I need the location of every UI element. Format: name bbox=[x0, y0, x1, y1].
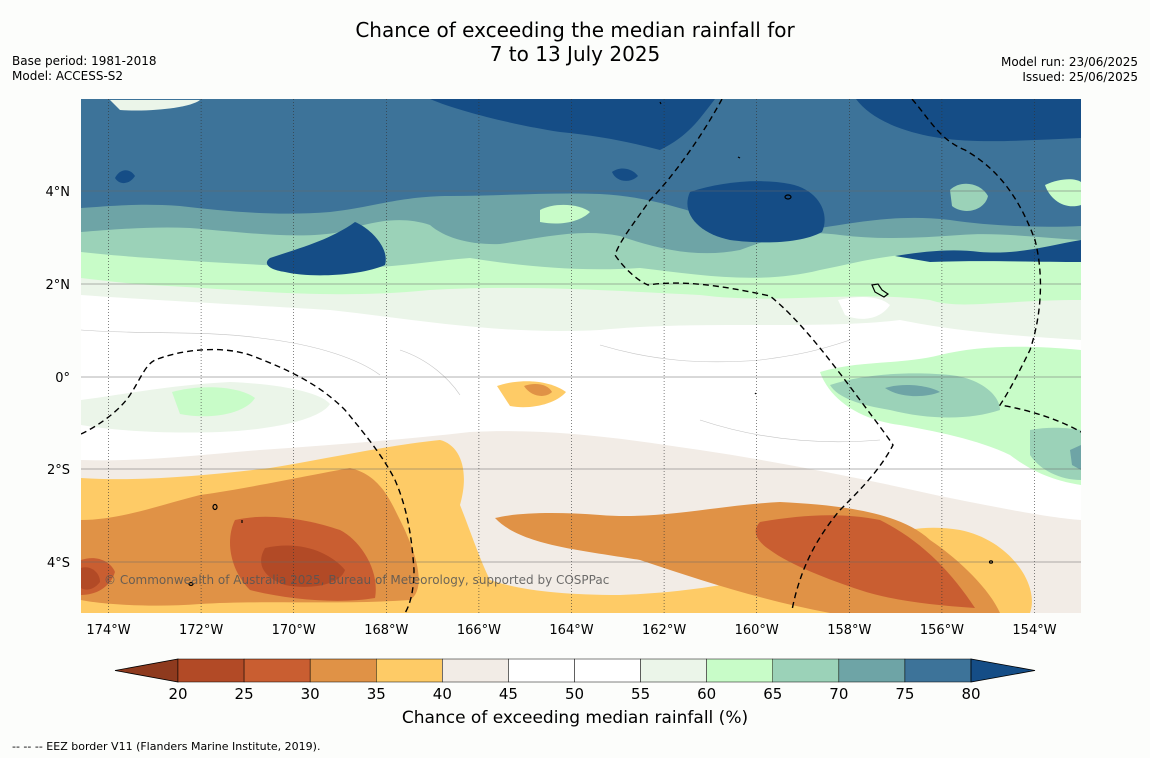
colorbar-bin bbox=[442, 658, 509, 683]
longitude-label: 162°W bbox=[642, 623, 686, 638]
colorbar-bin bbox=[574, 658, 641, 683]
longitude-label: 154°W bbox=[1012, 623, 1056, 638]
latitude-labels: 4°N 2°N 0° 2°S 4°S bbox=[46, 185, 71, 571]
longitude-labels: 174°W 172°W 170°W 168°W 166°W 164°W 162°W 160°W… bbox=[86, 623, 1056, 638]
longitude-label: 172°W bbox=[179, 623, 223, 638]
title-line-1: Chance of exceeding the median rainfall … bbox=[355, 18, 795, 42]
colorbar bbox=[114, 658, 1036, 683]
colorbar-over-triangle bbox=[970, 658, 1036, 683]
longitude-label: 166°W bbox=[457, 623, 501, 638]
colorbar-bin bbox=[177, 658, 245, 683]
issued-date: Issued: 25/06/2025 bbox=[1022, 70, 1138, 84]
latitude-label: 2°S bbox=[47, 463, 70, 478]
longitude-label: 164°W bbox=[549, 623, 593, 638]
map-title: Chance of exceeding the median rainfall … bbox=[0, 18, 1150, 66]
colorbar-bin bbox=[640, 658, 707, 683]
colorbar-tick-label: 25 bbox=[235, 685, 254, 703]
colorbar-bin bbox=[243, 658, 311, 683]
model-run: Model run: 23/06/2025 bbox=[1000, 55, 1138, 69]
base-period: Base period: 1981-2018 bbox=[12, 54, 157, 68]
island-outlines bbox=[188, 101, 994, 587]
meta-right: Model run: 23/06/2025 Issued: 25/06/2025 bbox=[1001, 55, 1138, 85]
latitude-label: 0° bbox=[55, 371, 70, 386]
longitude-label: 156°W bbox=[920, 623, 964, 638]
colorbar-tick-label: 75 bbox=[895, 685, 914, 703]
forecast-field: © Commonwealth of Australia 2025, Bureau… bbox=[81, 99, 1081, 613]
longitude-label: 158°W bbox=[827, 623, 871, 638]
title-line-2: 7 to 13 July 2025 bbox=[489, 42, 661, 66]
longitude-label: 168°W bbox=[364, 623, 408, 638]
longitude-label: 170°W bbox=[272, 623, 316, 638]
colorbar-tick-label: 80 bbox=[961, 685, 980, 703]
longitude-label: 160°W bbox=[735, 623, 779, 638]
meta-left: Base period: 1981-2018 Model: ACCESS-S2 bbox=[12, 54, 157, 84]
colorbar-tick-label: 30 bbox=[301, 685, 320, 703]
colorbar-bin bbox=[309, 658, 377, 683]
colorbar-tick-label: 50 bbox=[565, 685, 584, 703]
model-name: Model: ACCESS-S2 bbox=[12, 69, 124, 83]
colorbar-tick-label: 35 bbox=[367, 685, 386, 703]
latitude-label: 2°N bbox=[46, 278, 71, 293]
colorbar-bin bbox=[838, 658, 906, 683]
eez-borders bbox=[81, 99, 1081, 613]
colorbar-title: Chance of exceeding median rainfall (%) bbox=[401, 708, 749, 728]
colorbar-bin bbox=[508, 658, 575, 683]
eez-footnote: -- -- -- EEZ border V11 (Flanders Marine… bbox=[12, 740, 321, 753]
colorbar-ticks: 20 25 30 35 40 45 50 55 60 65 70 75 80 bbox=[168, 685, 980, 703]
colorbar-tick-label: 45 bbox=[499, 685, 518, 703]
colorbar-bin bbox=[772, 658, 840, 683]
colorbar-tick-label: 55 bbox=[631, 685, 650, 703]
colorbar-under-triangle bbox=[114, 658, 179, 683]
latitude-label: 4°S bbox=[47, 556, 70, 571]
colorbar-tick-label: 40 bbox=[433, 685, 452, 703]
colorbar-tick-label: 65 bbox=[763, 685, 782, 703]
colorbar-tick-label: 20 bbox=[168, 685, 187, 703]
colorbar-tick-label: 70 bbox=[829, 685, 848, 703]
colorbar-bin bbox=[706, 658, 774, 683]
colorbar-bin bbox=[904, 658, 972, 683]
longitude-label: 174°W bbox=[86, 623, 130, 638]
copyright-text: © Commonwealth of Australia 2025, Bureau… bbox=[104, 573, 609, 587]
colorbar-tick-label: 60 bbox=[697, 685, 716, 703]
latitude-label: 4°N bbox=[46, 185, 71, 200]
colorbar-bin bbox=[376, 658, 443, 683]
